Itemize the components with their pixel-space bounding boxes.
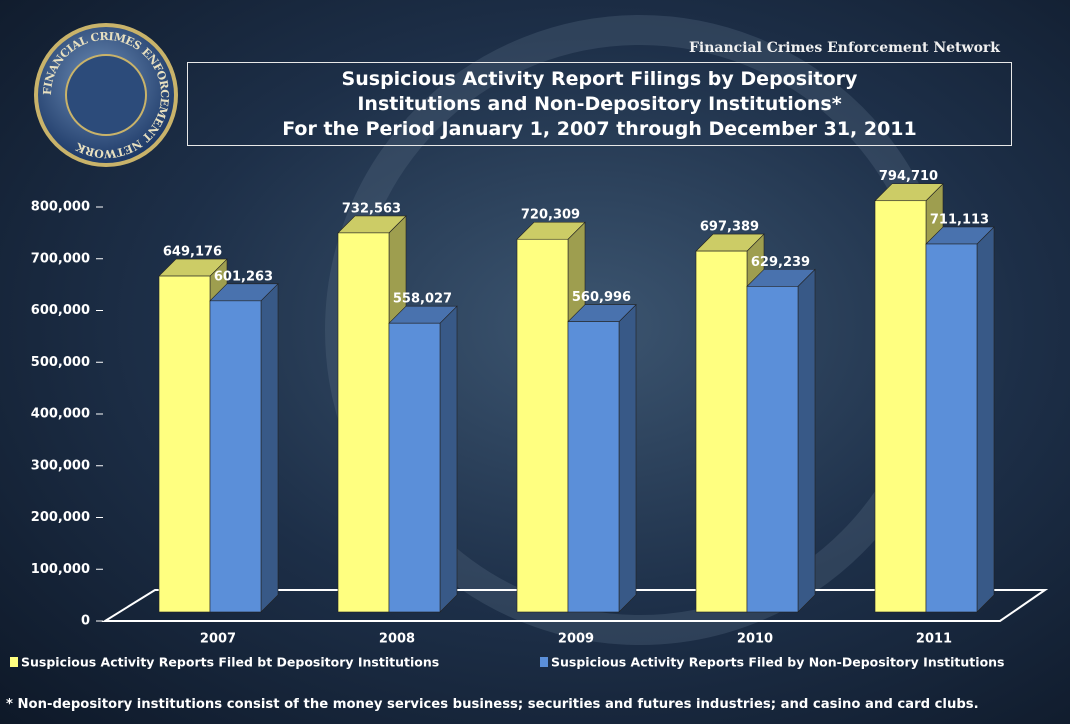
y-tick-label: 800,000 — [31, 200, 90, 215]
y-tick-label: 700,000 — [31, 251, 90, 266]
bar-side — [797, 268, 816, 613]
chart-title: Suspicious Activity Report Filings by De… — [341, 68, 858, 115]
x-tick-label: 2010 — [737, 632, 773, 647]
y-tick-label: 300,000 — [31, 458, 90, 473]
title-box: Suspicious Activity Report Filings by De… — [187, 62, 1012, 146]
legend-swatch — [540, 657, 548, 667]
x-tick-label: 2007 — [200, 632, 236, 647]
x-tick-label: 2008 — [379, 632, 415, 647]
x-tick-label: 2009 — [558, 632, 594, 647]
y-tick-label: 200,000 — [31, 510, 90, 525]
bar — [158, 275, 211, 613]
x-tick-label: 2011 — [916, 632, 952, 647]
legend-label: Suspicious Activity Reports Filed bt Dep… — [21, 655, 439, 670]
y-tick-label: 400,000 — [31, 407, 90, 422]
bar — [516, 238, 569, 613]
value-label: 558,027 — [393, 292, 452, 307]
chart-subtitle: For the Period January 1, 2007 through D… — [282, 118, 917, 140]
header: Financial Crimes Enforcement Network — [688, 40, 1000, 56]
value-label: 794,710 — [879, 169, 938, 184]
bar — [925, 243, 978, 613]
bar — [874, 200, 927, 613]
bar — [388, 322, 441, 613]
value-label: 629,239 — [751, 255, 810, 270]
value-label: 711,113 — [930, 212, 989, 227]
footnote: * Non-depository institutions consist of… — [6, 697, 979, 712]
legend-swatch — [10, 657, 18, 667]
value-label: 720,309 — [521, 208, 580, 223]
y-tick-label: 500,000 — [31, 355, 90, 370]
y-tick-label: 600,000 — [31, 303, 90, 318]
bar-side — [260, 283, 279, 613]
bar — [337, 232, 390, 613]
bar-side — [439, 305, 458, 613]
bar — [746, 286, 799, 613]
value-label: 697,389 — [700, 220, 759, 235]
value-label: 560,996 — [572, 290, 631, 305]
y-tick-label: 100,000 — [31, 562, 90, 577]
value-label: 601,263 — [214, 269, 273, 284]
bar-side — [976, 226, 995, 613]
bar — [209, 300, 262, 613]
value-label: 649,176 — [163, 245, 222, 260]
seal-center — [65, 54, 147, 136]
y-tick-label: 0 — [81, 614, 90, 629]
value-label: 732,563 — [342, 201, 401, 216]
floor — [101, 589, 1049, 622]
legend-label: Suspicious Activity Reports Filed by Non… — [551, 655, 1005, 670]
bar — [567, 321, 620, 613]
bar-side — [618, 303, 637, 613]
bar — [695, 250, 748, 613]
